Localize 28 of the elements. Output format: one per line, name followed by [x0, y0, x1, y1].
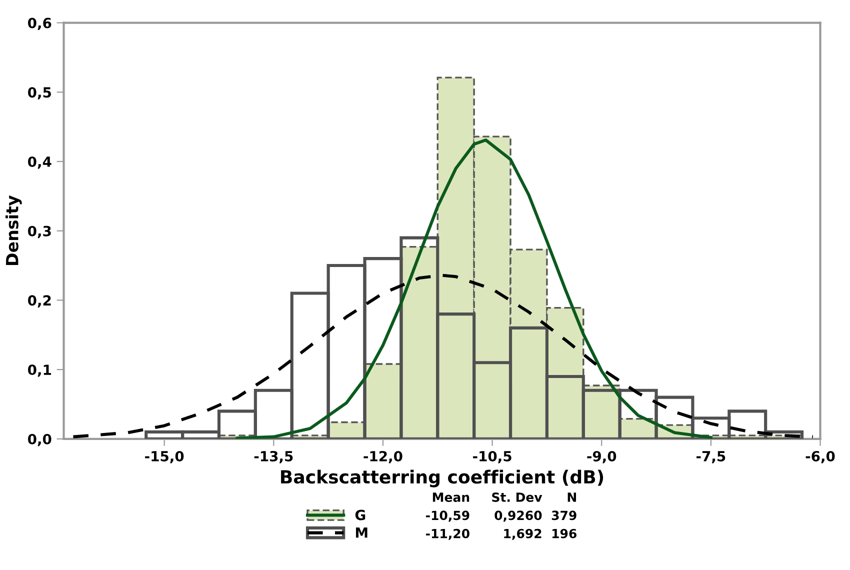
legend-label: M: [356, 528, 368, 538]
text: 379: [552, 510, 576, 520]
legend-label: G: [355, 510, 366, 520]
text: -11,20: [426, 528, 470, 540]
y-tick-label: 0,2: [28, 295, 51, 308]
x-tick-label: -15,0: [145, 450, 184, 464]
text: 0,9260: [494, 510, 542, 522]
text: 196: [552, 528, 576, 538]
x-tick-label: -7,5: [696, 451, 726, 464]
text: Mean: [432, 492, 470, 502]
text: 1,692: [504, 528, 542, 540]
y-axis-title: Density: [6, 195, 22, 266]
x-tick-label: -9,0: [587, 450, 616, 464]
y-tick-label: 0,4: [28, 156, 52, 169]
text: St. Dev: [492, 492, 542, 502]
x-tick-label: -6,0: [806, 450, 835, 464]
x-tick-label: -13,5: [254, 450, 293, 464]
y-tick-label: 0,3: [28, 226, 51, 238]
y-tick-label: 0,0: [28, 434, 52, 446]
y-tick-label: 0,5: [28, 87, 51, 100]
text: -10,59: [426, 510, 470, 522]
y-tick-label: 0,1: [28, 364, 51, 377]
x-tick-label: -10,5: [473, 450, 512, 464]
x-axis-title: Backscatterring coefficient (dB): [281, 470, 604, 488]
text: N: [568, 492, 576, 502]
x-tick-label: -12,0: [364, 450, 402, 464]
y-tick-label: 0,6: [28, 18, 52, 30]
line-series: [72, 274, 814, 438]
